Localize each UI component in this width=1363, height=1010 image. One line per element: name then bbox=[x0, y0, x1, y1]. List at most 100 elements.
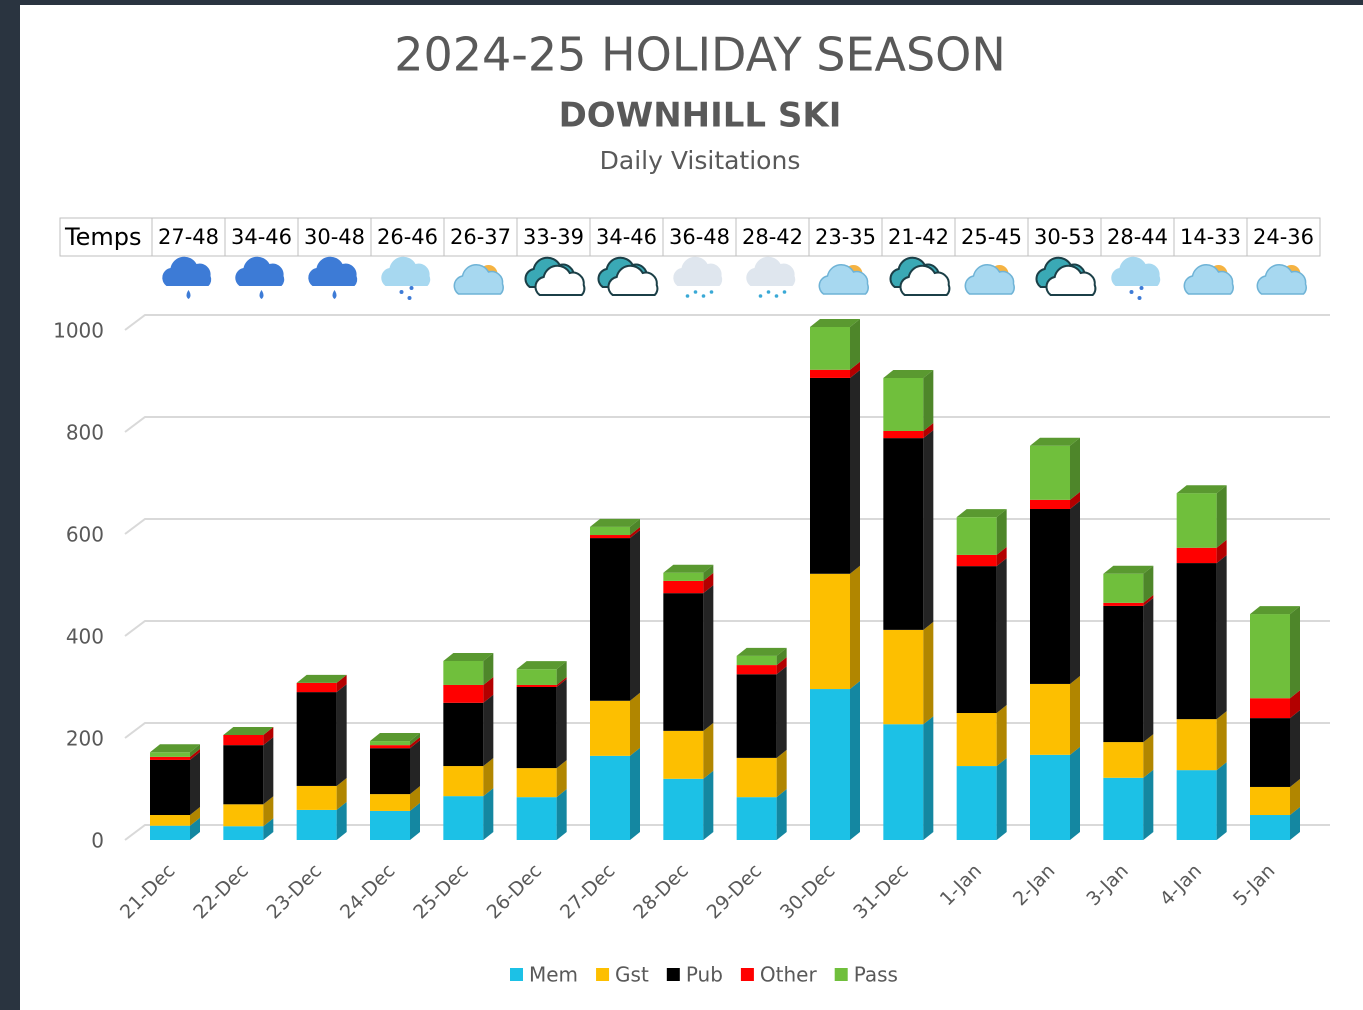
chart-title: 2024-25 HOLIDAY SEASON bbox=[394, 28, 1006, 82]
bar-side bbox=[850, 566, 860, 689]
bar-segment bbox=[1250, 718, 1290, 787]
bar-side bbox=[1290, 606, 1300, 698]
temps-value: 26-46 bbox=[377, 225, 438, 249]
bar-segment bbox=[810, 574, 850, 689]
bar-segment bbox=[957, 713, 997, 766]
bar-segment bbox=[590, 538, 630, 701]
icon-flake bbox=[759, 294, 763, 298]
temps-label: Temps bbox=[64, 223, 141, 251]
bar-side bbox=[703, 723, 713, 779]
bar-segment bbox=[1177, 563, 1217, 719]
bar-side bbox=[630, 693, 640, 756]
bar-side bbox=[923, 716, 933, 840]
bar-segment bbox=[810, 327, 850, 370]
bar-segment bbox=[1103, 603, 1143, 606]
bar-segment bbox=[1250, 815, 1290, 840]
bar-segment bbox=[150, 815, 190, 826]
bar-segment bbox=[443, 685, 483, 703]
bar-side bbox=[1217, 485, 1227, 548]
bar-segment bbox=[1030, 684, 1070, 755]
bar-segment bbox=[1250, 614, 1290, 698]
bar-segment bbox=[1177, 719, 1217, 770]
bar-segment bbox=[297, 683, 337, 692]
bar-segment bbox=[810, 370, 850, 378]
legend-swatch bbox=[741, 968, 754, 981]
bar-segment bbox=[737, 674, 777, 758]
icon-flake bbox=[1140, 286, 1144, 290]
icon-flake bbox=[400, 290, 404, 294]
temps-value: 34-46 bbox=[231, 225, 292, 249]
bar-segment bbox=[150, 760, 190, 815]
bar-side bbox=[1070, 747, 1080, 840]
bar-side bbox=[777, 789, 787, 840]
bar-side bbox=[703, 771, 713, 840]
legend-swatch bbox=[667, 968, 680, 981]
legend-swatch bbox=[596, 968, 609, 981]
bar-segment bbox=[517, 797, 557, 840]
bar-side bbox=[630, 748, 640, 840]
bar-side bbox=[777, 666, 787, 758]
chart: 2024-25 HOLIDAY SEASON DOWNHILL SKI Dail… bbox=[0, 0, 1363, 1010]
bar-segment bbox=[1177, 493, 1217, 548]
icon-flake bbox=[1138, 296, 1142, 300]
y-tick-label: 0 bbox=[91, 829, 104, 853]
bar-side bbox=[1070, 438, 1080, 500]
bar-side bbox=[190, 752, 200, 815]
bar-segment bbox=[370, 748, 410, 794]
bar-segment bbox=[957, 555, 997, 566]
bar-side bbox=[997, 558, 1007, 713]
icon-flake bbox=[775, 294, 779, 298]
bar-side bbox=[483, 788, 493, 840]
bar-segment bbox=[370, 794, 410, 811]
bar-segment bbox=[957, 766, 997, 840]
bar-segment bbox=[297, 810, 337, 840]
bar-segment bbox=[663, 779, 703, 840]
bar-side bbox=[1143, 598, 1153, 742]
legend-swatch bbox=[510, 968, 523, 981]
bar-side bbox=[923, 622, 933, 724]
legend-label: Other bbox=[760, 963, 818, 987]
screen: 2024-25 HOLIDAY SEASON DOWNHILL SKI Dail… bbox=[0, 0, 1363, 1010]
temps-value: 33-39 bbox=[523, 225, 584, 249]
bar-side bbox=[1070, 676, 1080, 755]
bar-segment bbox=[957, 517, 997, 555]
bar-segment bbox=[883, 724, 923, 840]
bar-segment bbox=[1250, 698, 1290, 718]
y-tick-label: 600 bbox=[66, 523, 104, 547]
bar-segment bbox=[663, 731, 703, 779]
temps-value: 36-48 bbox=[669, 225, 730, 249]
bar-side bbox=[557, 789, 567, 840]
temps-value: 28-42 bbox=[742, 225, 803, 249]
bar-segment bbox=[223, 826, 263, 840]
temps-value: 27-48 bbox=[158, 225, 219, 249]
bar-side bbox=[263, 737, 273, 804]
bar-segment bbox=[443, 766, 483, 796]
bar-segment bbox=[737, 797, 777, 840]
y-tick-label: 200 bbox=[66, 727, 104, 751]
bar-segment bbox=[810, 689, 850, 840]
bar-segment bbox=[590, 527, 630, 535]
bar-segment bbox=[663, 581, 703, 593]
bar-side bbox=[703, 585, 713, 731]
bar-side bbox=[1070, 501, 1080, 684]
icon-flake bbox=[710, 290, 714, 294]
bar-side bbox=[1217, 711, 1227, 770]
legend-label: Gst bbox=[615, 963, 649, 987]
legend-label: Pub bbox=[686, 963, 723, 987]
bar-side bbox=[1143, 770, 1153, 840]
bar-segment bbox=[883, 438, 923, 630]
bar-segment bbox=[150, 757, 190, 760]
icon-flake bbox=[686, 294, 690, 298]
bar-side bbox=[557, 679, 567, 768]
bar-segment bbox=[1030, 500, 1070, 509]
bar-side bbox=[1217, 762, 1227, 840]
bar-segment bbox=[1103, 778, 1143, 840]
bar-side bbox=[923, 430, 933, 630]
bar-segment bbox=[297, 692, 337, 786]
bar-side bbox=[337, 684, 347, 786]
bar-segment bbox=[370, 745, 410, 748]
legend-label: Pass bbox=[854, 963, 898, 987]
bar-segment bbox=[517, 687, 557, 768]
y-tick-label: 400 bbox=[66, 625, 104, 649]
bar-segment bbox=[1030, 446, 1070, 500]
